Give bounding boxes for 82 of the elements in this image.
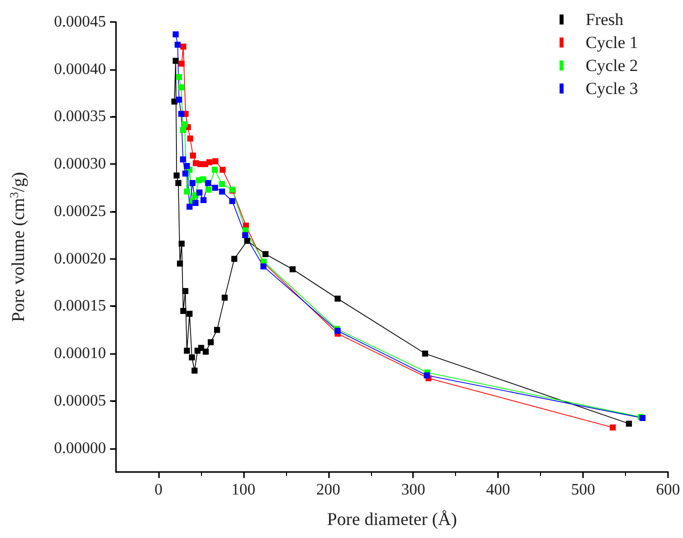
point	[174, 42, 181, 48]
x-axis-title: Pore diameter (Å)	[327, 509, 457, 529]
point	[175, 180, 182, 186]
x-tick-label: 500	[571, 482, 596, 498]
point	[212, 158, 218, 164]
y-tick-label: 0.00030	[54, 156, 106, 173]
point	[186, 204, 193, 210]
point	[182, 288, 188, 294]
legend-label: Fresh	[586, 10, 624, 29]
x-tick-label: 0	[154, 482, 162, 498]
point	[184, 163, 190, 169]
y-tick-label: 0.00000	[54, 440, 106, 457]
point	[219, 188, 226, 195]
point	[192, 368, 198, 374]
point	[212, 184, 218, 191]
point	[208, 339, 214, 346]
x-tick-label: 100	[231, 482, 256, 498]
point	[214, 326, 220, 333]
point	[206, 159, 212, 166]
point	[205, 180, 212, 186]
point	[200, 197, 206, 204]
point	[172, 58, 179, 64]
point	[231, 256, 238, 262]
x-tick-label: 300	[401, 482, 426, 498]
point	[229, 198, 236, 204]
point	[244, 238, 250, 244]
point	[192, 200, 198, 206]
point	[242, 232, 248, 238]
point	[196, 190, 202, 196]
point	[424, 372, 430, 378]
y-tick-label: 0.00035	[54, 108, 106, 126]
point	[174, 172, 180, 178]
point	[260, 263, 266, 270]
point	[187, 136, 194, 142]
point	[190, 180, 196, 186]
point	[178, 60, 185, 67]
point	[626, 420, 632, 427]
point	[200, 176, 206, 182]
point	[182, 170, 188, 177]
point	[422, 350, 428, 357]
legend-label: Cycle 3	[586, 79, 638, 98]
point	[202, 348, 209, 355]
legend-label: Cycle 2	[586, 56, 638, 75]
point	[610, 424, 616, 430]
point	[212, 166, 218, 173]
point	[180, 127, 186, 133]
point	[190, 152, 196, 159]
point	[178, 84, 184, 90]
point	[290, 266, 296, 272]
point	[184, 188, 190, 195]
point	[184, 348, 190, 354]
point	[334, 296, 341, 302]
y-tick-label: 0.00010	[54, 345, 106, 362]
x-tick-label: 400	[486, 482, 510, 498]
x-tick-label: 600	[656, 482, 680, 498]
point	[188, 354, 195, 360]
point	[180, 308, 186, 314]
point	[186, 310, 193, 317]
y-tick-label: 0.00015	[54, 298, 106, 315]
y-tick-label: 0.00025	[54, 202, 106, 220]
y-axis-title: Pore volume (cm3/g)	[7, 172, 28, 322]
point	[176, 96, 182, 103]
point	[219, 181, 226, 187]
point	[180, 44, 186, 50]
point	[178, 110, 184, 117]
point	[180, 156, 186, 162]
point	[220, 166, 226, 173]
y-tick-label: 0.00005	[54, 392, 106, 410]
point	[205, 186, 212, 193]
y-tick-label: 0.00040	[54, 60, 106, 78]
x-tick-label: 200	[316, 482, 340, 498]
point	[176, 74, 182, 80]
point	[262, 251, 268, 258]
point	[172, 31, 179, 38]
point	[176, 260, 183, 267]
y-tick-label: 0.00020	[54, 250, 106, 268]
point	[178, 240, 185, 247]
y-tick-label: 0.00045	[54, 14, 106, 30]
point	[182, 121, 188, 128]
point	[222, 294, 228, 301]
legend-label: Cycle 1	[586, 33, 638, 52]
point	[198, 344, 204, 351]
